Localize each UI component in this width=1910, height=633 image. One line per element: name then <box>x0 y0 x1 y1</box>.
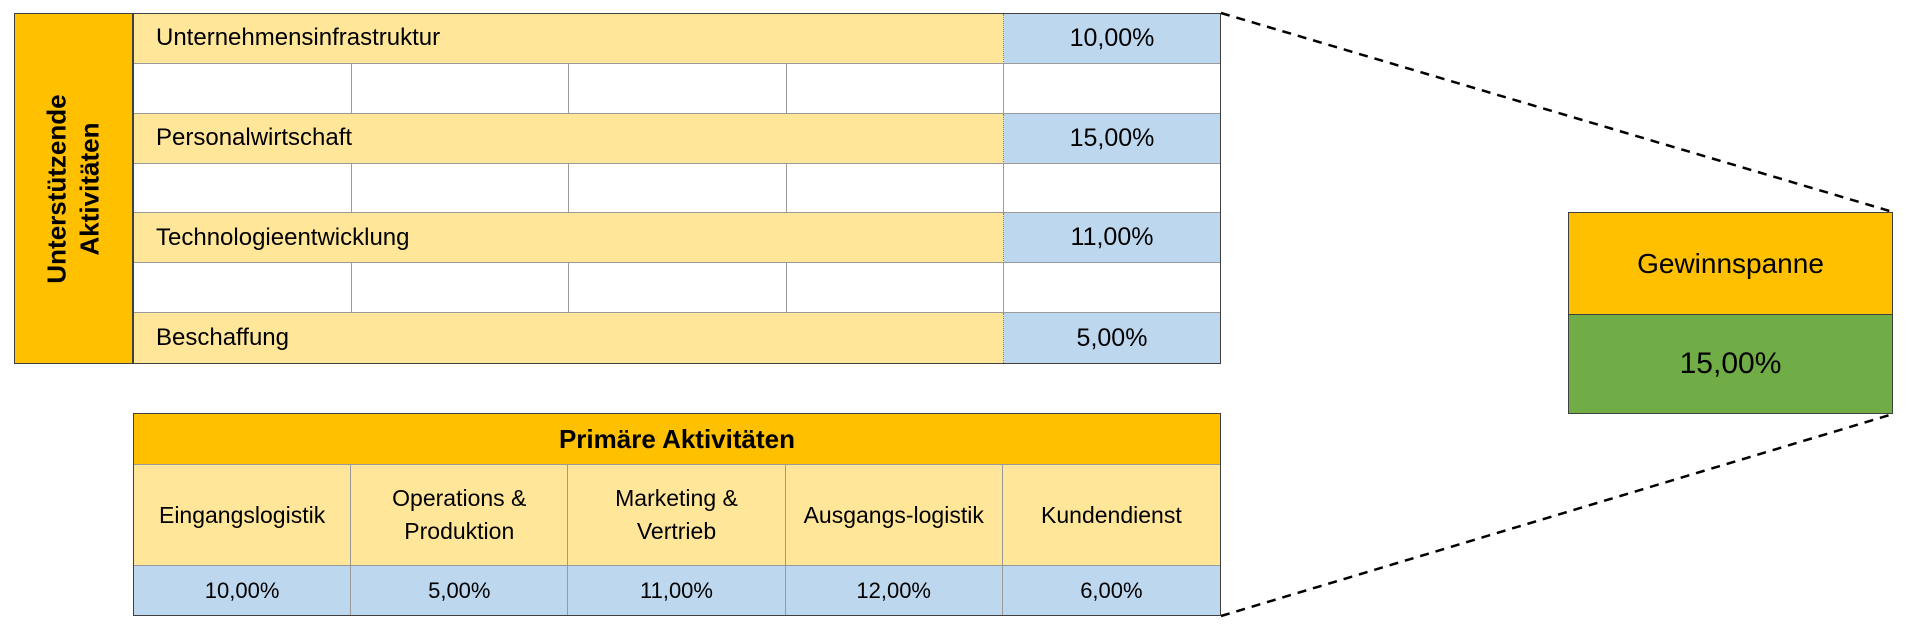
empty-cell <box>569 63 787 114</box>
primary-column-value: 6,00% <box>1002 566 1220 615</box>
empty-cell <box>569 163 787 214</box>
profit-margin-label: Gewinnspanne <box>1569 213 1892 315</box>
support-activities-side-label: Unterstützende Aktivitäten <box>14 13 133 364</box>
primary-column-value: 5,00% <box>351 566 569 615</box>
primary-activities-table: Primäre Aktivitäten Eingangslogistik Ope… <box>133 413 1221 616</box>
profit-margin-box: Gewinnspanne 15,00% <box>1568 212 1893 414</box>
support-row-value: 5,00% <box>1004 313 1220 363</box>
empty-cell <box>786 163 1004 214</box>
empty-cell <box>134 63 352 114</box>
connector-top-line <box>1220 11 1894 214</box>
empty-cell <box>1004 163 1220 214</box>
empty-cell <box>786 63 1004 114</box>
support-row-value: 15,00% <box>1004 113 1220 164</box>
primary-column-value: 11,00% <box>568 566 786 615</box>
primary-column-label: Kundendienst <box>1002 465 1220 566</box>
profit-margin-value: 15,00% <box>1569 315 1892 413</box>
primary-column-value: 12,00% <box>785 566 1003 615</box>
support-activities-table: Unternehmensinfrastruktur 10,00% Persona… <box>133 13 1221 364</box>
primary-column-value: 10,00% <box>134 566 352 615</box>
empty-cell <box>786 263 1004 314</box>
support-row-label: Unternehmensinfrastruktur <box>134 14 1004 64</box>
empty-cell <box>351 63 569 114</box>
primary-column-label: Marketing & Vertrieb <box>568 465 786 566</box>
empty-cell <box>569 263 787 314</box>
empty-cell <box>1004 63 1220 114</box>
connector-bottom-line <box>1220 412 1894 618</box>
empty-cell <box>134 263 352 314</box>
primary-column-label: Operations & Produktion <box>351 465 569 566</box>
support-row-label: Technologieentwicklung <box>134 213 1004 264</box>
support-row-value: 10,00% <box>1004 14 1220 64</box>
primary-column-label: Ausgangs-logistik <box>785 465 1003 566</box>
empty-cell <box>351 263 569 314</box>
primary-column-label: Eingangslogistik <box>134 465 352 566</box>
empty-cell <box>134 163 352 214</box>
empty-cell <box>351 163 569 214</box>
support-row-value: 11,00% <box>1004 213 1220 264</box>
empty-cell <box>1004 263 1220 314</box>
primary-activities-title: Primäre Aktivitäten <box>134 414 1220 465</box>
support-activities-title: Unterstützende Aktivitäten <box>41 93 105 284</box>
support-row-label: Personalwirtschaft <box>134 113 1004 164</box>
support-row-label: Beschaffung <box>134 313 1004 363</box>
